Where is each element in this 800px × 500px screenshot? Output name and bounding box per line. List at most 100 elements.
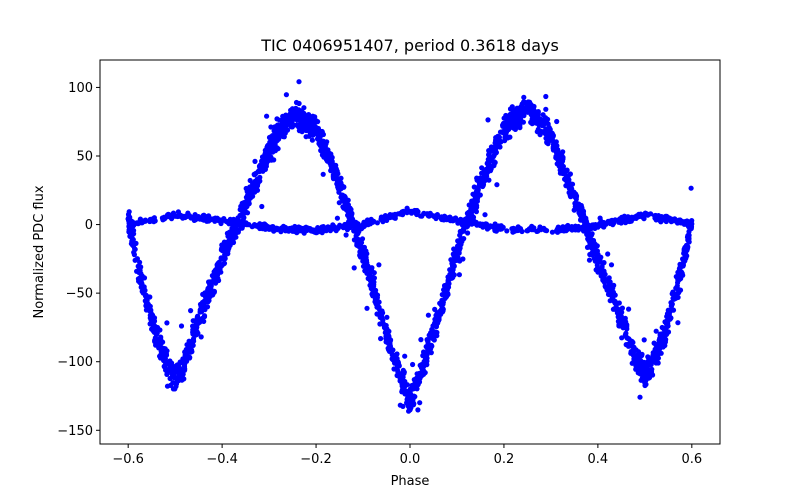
data-point	[680, 256, 686, 262]
data-point	[383, 330, 390, 336]
data-point	[259, 203, 265, 210]
data-point	[442, 283, 448, 289]
data-point	[580, 226, 586, 232]
data-point	[402, 353, 408, 359]
data-point	[226, 237, 232, 244]
data-point	[649, 366, 655, 372]
data-point	[319, 152, 325, 158]
data-point	[165, 212, 171, 218]
data-point	[641, 337, 647, 343]
data-point	[351, 237, 357, 243]
data-point	[268, 124, 274, 130]
data-point	[474, 188, 480, 194]
data-point	[137, 218, 143, 224]
data-point	[237, 207, 243, 213]
data-point	[553, 147, 559, 153]
data-point	[259, 164, 265, 170]
data-point	[432, 320, 438, 326]
data-point	[686, 239, 692, 245]
data-point	[150, 216, 156, 222]
data-point	[379, 315, 385, 321]
data-point	[170, 364, 177, 370]
x-axis: −0.6 −0.4 −0.2 0.0 0.2 0.4 0.6	[112, 444, 702, 467]
data-point	[650, 355, 656, 361]
data-point	[131, 249, 137, 255]
data-point	[175, 366, 181, 372]
data-point	[517, 112, 523, 118]
data-point	[522, 109, 528, 115]
data-point	[194, 214, 200, 220]
data-point	[508, 112, 514, 118]
data-point	[507, 106, 514, 112]
data-point	[399, 209, 405, 215]
data-point	[653, 360, 659, 366]
data-point	[587, 239, 594, 245]
data-point	[244, 197, 250, 203]
data-point	[688, 218, 694, 224]
data-point	[275, 146, 281, 152]
data-point	[322, 143, 328, 150]
data-point	[442, 295, 448, 301]
data-point	[588, 232, 595, 238]
data-point	[454, 257, 460, 263]
data-point	[274, 116, 280, 122]
data-point	[282, 130, 288, 136]
data-point	[645, 354, 651, 360]
data-point	[502, 138, 508, 144]
data-point	[374, 295, 380, 301]
data-point	[318, 226, 324, 232]
data-point	[482, 212, 488, 218]
data-point	[682, 249, 688, 255]
data-point	[405, 403, 411, 409]
data-point	[626, 306, 632, 312]
data-point	[216, 259, 222, 265]
data-point	[639, 371, 645, 378]
data-point	[668, 219, 674, 225]
data-point	[195, 330, 201, 336]
data-point	[543, 93, 549, 100]
data-point	[682, 219, 688, 225]
data-point	[544, 136, 550, 142]
data-point	[563, 172, 569, 178]
data-point	[414, 210, 420, 216]
data-point	[643, 212, 649, 218]
data-point	[431, 337, 437, 343]
data-point	[449, 216, 455, 222]
data-point	[663, 336, 669, 343]
data-point	[618, 315, 624, 321]
data-point	[277, 132, 283, 138]
data-point	[464, 219, 470, 225]
data-point	[504, 228, 510, 234]
data-point	[543, 106, 549, 112]
data-point	[254, 176, 260, 182]
data-point	[130, 240, 136, 246]
y-axis-label: Normalized PDC flux	[32, 185, 47, 318]
data-point	[437, 300, 443, 306]
data-point	[361, 221, 367, 227]
data-point	[518, 118, 524, 124]
data-point	[185, 210, 191, 216]
data-point	[546, 124, 552, 131]
data-point	[268, 146, 274, 152]
data-point	[488, 157, 494, 163]
data-point	[228, 220, 234, 226]
data-point	[678, 220, 684, 226]
data-point	[509, 122, 515, 128]
data-point	[574, 204, 580, 210]
data-point	[457, 241, 463, 247]
data-point	[474, 198, 480, 204]
data-point	[174, 377, 180, 383]
data-point	[184, 358, 190, 364]
data-point	[205, 218, 211, 224]
data-point	[469, 213, 475, 219]
data-point	[399, 379, 405, 385]
data-point	[349, 222, 356, 228]
data-point	[338, 194, 344, 200]
data-point	[655, 214, 661, 220]
data-point	[308, 228, 314, 234]
data-point	[608, 262, 615, 268]
data-point	[176, 211, 182, 217]
data-point	[436, 317, 442, 323]
data-point	[328, 163, 334, 169]
data-point	[675, 273, 681, 279]
